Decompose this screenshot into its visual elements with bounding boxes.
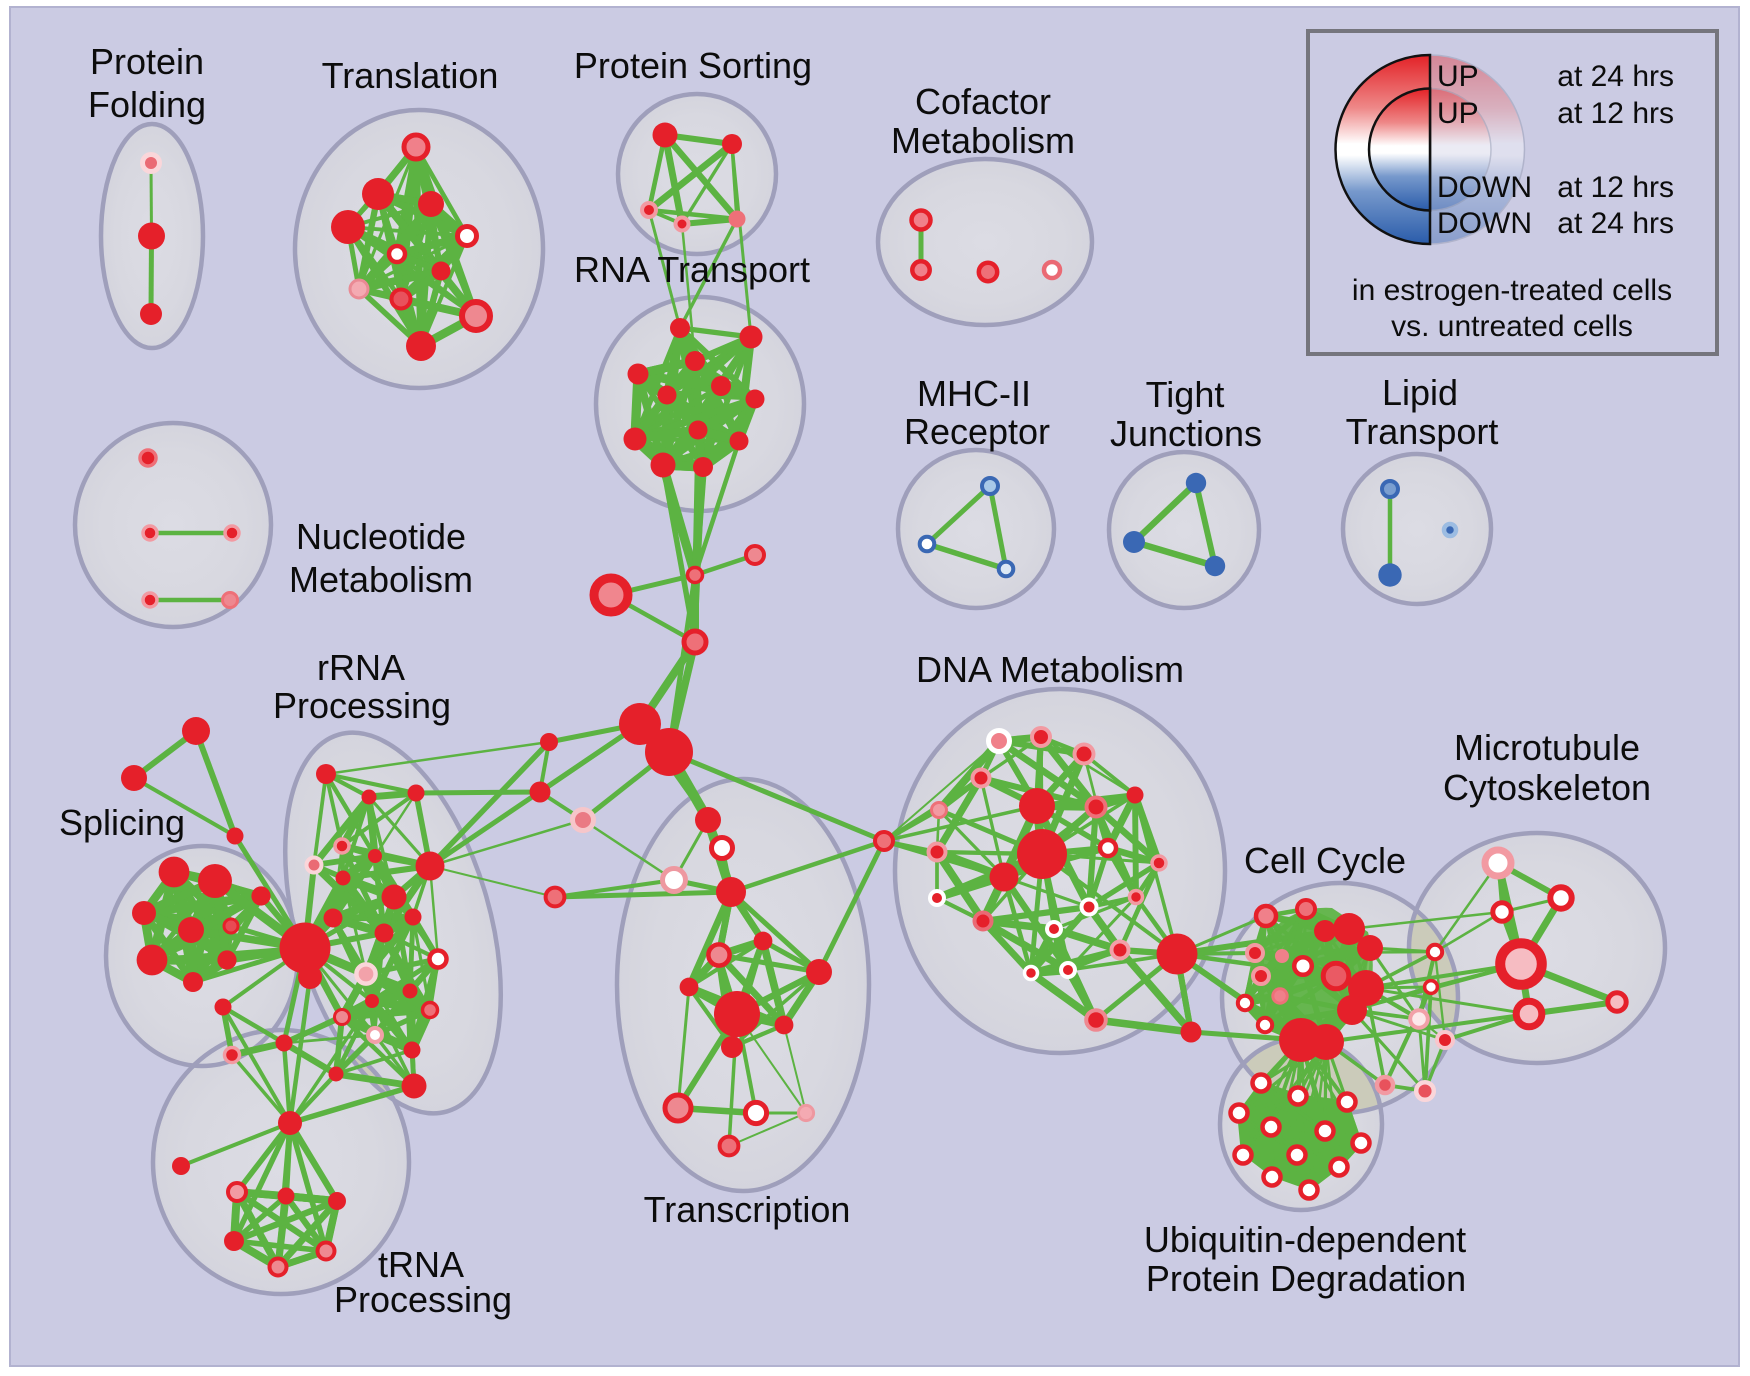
svg-text:at 12 hrs: at 12 hrs [1557,97,1674,130]
svg-text:DNA Metabolism: DNA Metabolism [916,649,1184,690]
svg-text:Processing: Processing [273,685,451,726]
svg-text:UP: UP [1437,97,1479,130]
svg-text:Cytoskeleton: Cytoskeleton [1443,767,1651,808]
svg-text:at 24 hrs: at 24 hrs [1557,60,1674,93]
svg-text:Microtubule: Microtubule [1454,727,1640,768]
svg-text:rRNA: rRNA [317,647,405,688]
svg-text:Metabolism: Metabolism [891,120,1075,161]
svg-text:Processing: Processing [334,1279,512,1320]
svg-text:Protein: Protein [90,41,204,82]
svg-text:DOWN: DOWN [1437,207,1532,240]
svg-text:Transcription: Transcription [644,1189,851,1230]
svg-text:RNA Transport: RNA Transport [574,249,810,290]
svg-text:Ubiquitin-dependent: Ubiquitin-dependent [1144,1219,1466,1260]
svg-text:Transport: Transport [1346,411,1499,452]
svg-text:Translation: Translation [322,55,499,96]
svg-text:Tight: Tight [1146,374,1225,415]
svg-text:at 12 hrs: at 12 hrs [1557,171,1674,204]
svg-text:tRNA: tRNA [378,1244,464,1285]
svg-text:Protein Degradation: Protein Degradation [1146,1258,1466,1299]
svg-text:vs. untreated cells: vs. untreated cells [1391,310,1633,343]
svg-text:Metabolism: Metabolism [289,559,473,600]
svg-text:Folding: Folding [88,84,206,125]
svg-text:Nucleotide: Nucleotide [296,516,466,557]
svg-text:Protein Sorting: Protein Sorting [574,45,812,86]
svg-text:Junctions: Junctions [1110,413,1262,454]
svg-text:at 24 hrs: at 24 hrs [1557,207,1674,240]
svg-text:Receptor: Receptor [904,411,1050,452]
svg-text:Lipid: Lipid [1382,372,1458,413]
svg-text:in estrogen-treated cells: in estrogen-treated cells [1352,274,1672,307]
svg-text:MHC-II: MHC-II [917,373,1031,414]
svg-text:Cell Cycle: Cell Cycle [1244,840,1406,881]
svg-text:Splicing: Splicing [59,802,185,843]
svg-text:UP: UP [1437,60,1479,93]
svg-text:Cofactor: Cofactor [915,81,1051,122]
svg-text:DOWN: DOWN [1437,171,1532,204]
